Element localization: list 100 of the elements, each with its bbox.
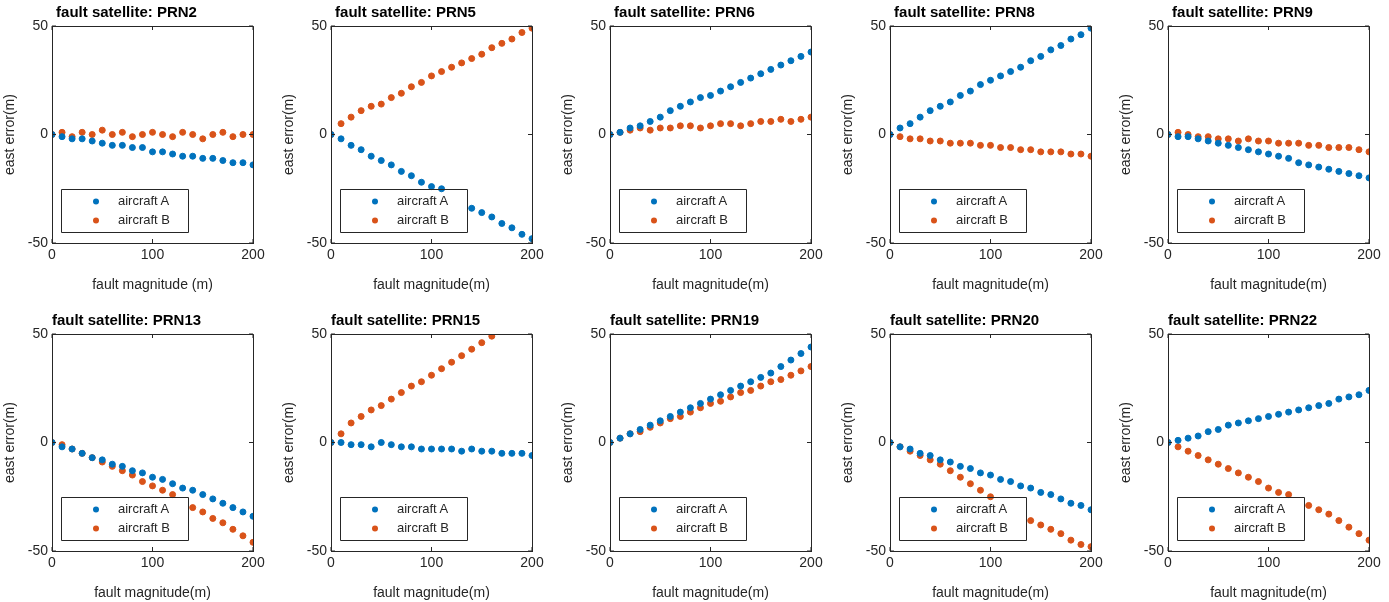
y-tick-label: 0: [598, 433, 607, 450]
y-tick-label: 0: [878, 125, 887, 142]
y-tick-label: 0: [1156, 433, 1165, 450]
x-tick-label: 200: [799, 246, 823, 263]
y-tick-label: 50: [1148, 324, 1165, 341]
x-tick-label: 100: [140, 554, 165, 571]
y-tick-label: 0: [878, 433, 887, 450]
y-tick-label: 0: [598, 125, 607, 142]
legend-label: aircraft A: [956, 193, 1008, 209]
x-tick-label: 200: [799, 554, 823, 571]
chart-title: fault satellite: PRN2: [56, 3, 197, 21]
x-axis-title: fault magnitude(m): [932, 584, 1049, 601]
y-tick-label: 0: [40, 125, 49, 142]
legend-label: aircraft A: [676, 501, 728, 517]
legend-label: aircraft B: [118, 212, 171, 228]
y-tick-label: 0: [319, 125, 328, 142]
legend-label: aircraft A: [1234, 501, 1286, 517]
x-axis-title: fault magnitude(m): [932, 276, 1049, 293]
y-tick-label: 50: [590, 324, 607, 341]
x-tick-label: 200: [241, 554, 265, 571]
x-tick-label: 200: [1079, 554, 1103, 571]
x-tick-label: 100: [1256, 554, 1281, 571]
y-tick-label: -50: [1143, 233, 1165, 250]
legend-label: aircraft B: [1234, 520, 1287, 536]
x-tick-label: 100: [419, 246, 444, 263]
y-tick-label: -50: [865, 233, 887, 250]
y-tick-label: -50: [1143, 541, 1165, 558]
x-axis-title: fault magnitude(m): [373, 276, 490, 293]
chart-title: fault satellite: PRN5: [335, 3, 476, 21]
x-tick-label: 100: [419, 554, 444, 571]
y-tick-label: 50: [870, 324, 887, 341]
legend-label: aircraft B: [1234, 212, 1287, 228]
x-tick-label: 200: [241, 246, 265, 263]
y-axis-title: east error(m): [280, 402, 297, 483]
y-axis-title: east error(m): [1117, 94, 1134, 175]
y-axis-title: east error(m): [559, 94, 576, 175]
x-tick-label: 200: [520, 246, 544, 263]
x-axis-title: fault magnitude(m): [1210, 276, 1327, 293]
y-tick-label: 50: [32, 16, 49, 33]
y-tick-label: 50: [870, 16, 887, 33]
x-axis-title: fault magnitude(m): [94, 584, 211, 601]
legend-label: aircraft B: [397, 212, 450, 228]
y-tick-label: -50: [585, 541, 607, 558]
chart-title: fault satellite: PRN8: [894, 3, 1035, 21]
x-axis-title: fault magnitude(m): [1210, 584, 1327, 601]
y-axis-title: east error(m): [1, 94, 18, 175]
legend-label: aircraft B: [397, 520, 450, 536]
y-tick-label: 50: [311, 16, 328, 33]
y-tick-label: -50: [306, 541, 328, 558]
chart-title: fault satellite: PRN13: [51, 311, 202, 329]
legend-label: aircraft B: [676, 520, 729, 536]
y-tick-label: 50: [311, 324, 328, 341]
x-tick-label: 200: [1357, 554, 1381, 571]
x-axis-title: fault magnitude(m): [373, 584, 490, 601]
y-tick-label: 0: [40, 433, 49, 450]
x-tick-label: 200: [1357, 246, 1381, 263]
legend-label: aircraft A: [956, 501, 1008, 517]
chart-title: fault satellite: PRN20: [889, 311, 1040, 329]
y-tick-label: -50: [306, 233, 328, 250]
legend-label: aircraft A: [1234, 193, 1286, 209]
y-axis-title: east error(m): [559, 402, 576, 483]
legend-label: aircraft B: [676, 212, 729, 228]
chart-title: fault satellite: PRN15: [330, 311, 481, 329]
y-tick-label: 0: [1156, 125, 1165, 142]
x-tick-label: 200: [1079, 246, 1103, 263]
x-axis-title: fault magnitude(m): [652, 584, 769, 601]
legend-label: aircraft A: [676, 193, 728, 209]
x-tick-label: 200: [520, 554, 544, 571]
y-tick-label: 50: [32, 324, 49, 341]
x-tick-label: 100: [978, 246, 1003, 263]
chart-title: fault satellite: PRN9: [1172, 3, 1313, 21]
legend-label: aircraft B: [956, 212, 1009, 228]
legend-label: aircraft B: [956, 520, 1009, 536]
legend-label: aircraft A: [118, 193, 170, 209]
y-axis-title: east error(m): [1117, 402, 1134, 483]
x-axis-title: fault magnitude(m): [652, 276, 769, 293]
y-tick-label: -50: [27, 233, 49, 250]
y-tick-label: 50: [590, 16, 607, 33]
x-tick-label: 100: [978, 554, 1003, 571]
y-axis-title: east error(m): [1, 402, 18, 483]
legend-label: aircraft A: [397, 501, 449, 517]
y-tick-label: -50: [585, 233, 607, 250]
y-tick-label: -50: [27, 541, 49, 558]
x-tick-label: 100: [1256, 246, 1281, 263]
x-axis-title: fault magnitude (m): [92, 276, 213, 293]
x-tick-label: 100: [698, 246, 723, 263]
y-axis-title: east error(m): [839, 402, 856, 483]
y-axis-title: east error(m): [839, 94, 856, 175]
legend-label: aircraft A: [118, 501, 170, 517]
y-tick-label: 50: [1148, 16, 1165, 33]
x-tick-label: 100: [140, 246, 165, 263]
legend-label: aircraft A: [397, 193, 449, 209]
chart-title: fault satellite: PRN22: [1167, 311, 1318, 329]
y-tick-label: -50: [865, 541, 887, 558]
chart-title: fault satellite: PRN6: [614, 3, 755, 21]
legend-label: aircraft B: [118, 520, 171, 536]
y-tick-label: 0: [319, 433, 328, 450]
chart-title: fault satellite: PRN19: [609, 311, 760, 329]
y-axis-title: east error(m): [280, 94, 297, 175]
x-tick-label: 100: [698, 554, 723, 571]
